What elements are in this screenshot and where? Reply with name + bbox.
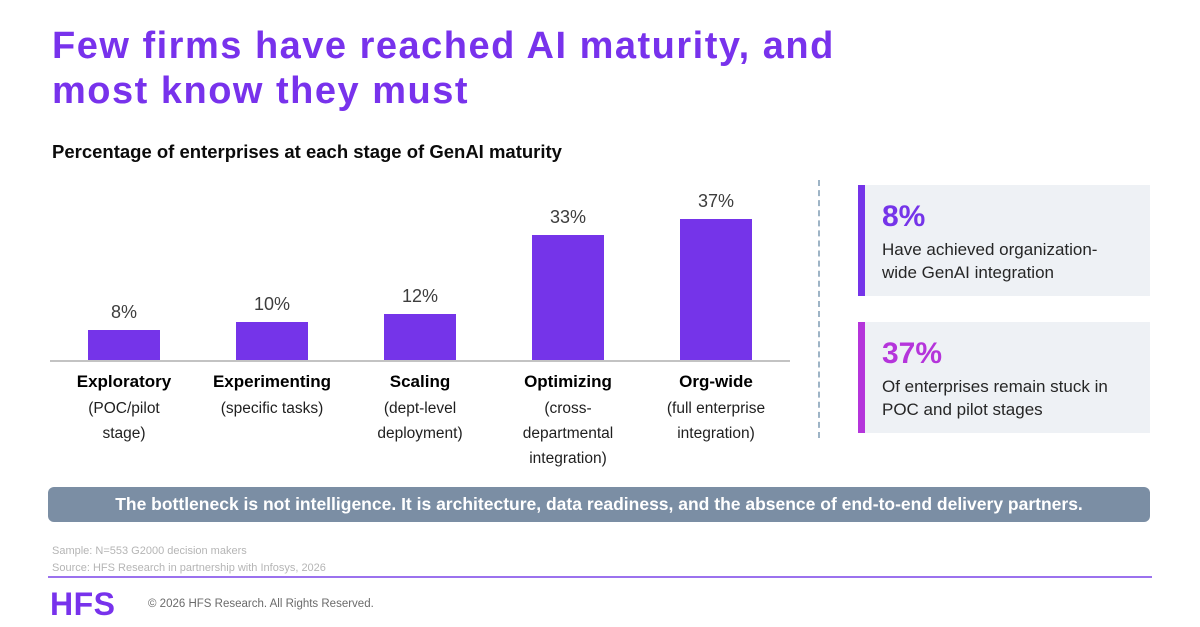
category-sublabel: (POC/pilot stage) — [88, 400, 160, 443]
category-label-group: Org-wide (full enterprise integration) — [642, 372, 790, 471]
hfs-logo: HFS — [50, 586, 116, 622]
bar — [680, 219, 752, 360]
bar — [384, 314, 456, 360]
chart-title: Percentage of enterprises at each stage … — [52, 141, 562, 162]
bar — [532, 234, 604, 360]
category-name: Experimenting — [212, 372, 332, 391]
callout-stat: 8% — [882, 200, 926, 233]
page-title-line-1: Few firms have reached AI maturity, and — [52, 25, 835, 67]
category-sublabel: (cross-departmental integration) — [522, 400, 614, 468]
callout-accent-bar — [858, 185, 865, 296]
category-name: Scaling — [389, 372, 451, 391]
bar-value-label: 33% — [549, 206, 587, 227]
category-name: Optimizing — [524, 372, 612, 391]
bar-value-label: 8% — [110, 301, 137, 322]
bar-column: 8% — [50, 302, 198, 360]
footer-divider-line — [48, 576, 1152, 578]
bar-column: 37% — [642, 191, 790, 360]
category-name: Org-wide — [679, 372, 753, 391]
category-label-group: Exploratory (POC/pilot stage) — [50, 372, 198, 471]
bar-value-label: 37% — [697, 191, 735, 212]
bar-value-label: 12% — [401, 286, 439, 307]
page-title: Few firms have reached AI maturity, and … — [52, 24, 1112, 114]
takeaway-banner: The bottleneck is not intelligence. It i… — [48, 487, 1150, 522]
footnotes: Sample: N=553 G2000 decision makers Sour… — [52, 543, 326, 576]
bar-chart: 8% 10% 12% 33% 37% Exploratory (POC/pilot stag… — [50, 185, 790, 471]
category-name: Exploratory — [76, 372, 172, 391]
bar-column: 33% — [494, 207, 642, 360]
bar-value-label: 10% — [253, 294, 291, 314]
bar — [88, 329, 160, 360]
category-label-group: Optimizing (cross-departmental integration… — [494, 372, 642, 471]
callout-stat: 37% — [882, 337, 943, 370]
callout-accent-bar — [858, 322, 865, 433]
callout-card-8pct: 8% Have achieved organization-wide GenAI… — [858, 185, 1150, 296]
bar-column: 12% — [346, 286, 494, 360]
category-sublabel: (specific tasks) — [220, 400, 324, 417]
category-sublabel: (full enterprise integration) — [666, 400, 766, 443]
dashed-vertical-divider — [818, 180, 820, 438]
category-label-group: Experimenting (specific tasks) — [198, 372, 346, 471]
bars-row: 8% 10% 12% 33% 37% — [50, 185, 790, 360]
category-sublabel: (dept-level deployment) — [377, 400, 463, 443]
x-axis-line — [50, 360, 790, 362]
bar — [236, 322, 308, 360]
callout-text: Of enterprises remain stuck in POC and p… — [882, 377, 1108, 420]
callout-text: Have achieved organization-wide GenAI in… — [882, 240, 1098, 283]
bar-column: 10% — [198, 294, 346, 360]
category-labels-row: Exploratory (POC/pilot stage) Experimenting… — [50, 372, 790, 471]
sample-note: Sample: N=553 G2000 decision makers — [52, 545, 247, 557]
callout-card-37pct: 37% Of enterprises remain stuck in POC a… — [858, 322, 1150, 433]
copyright-text: © 2026 HFS Research. All Rights Reserved… — [148, 598, 374, 610]
category-label-group: Scaling (dept-level deployment) — [346, 372, 494, 471]
source-note: Source: HFS Research in partnership with… — [52, 561, 326, 574]
page-title-line-2: most know they must — [52, 70, 469, 112]
